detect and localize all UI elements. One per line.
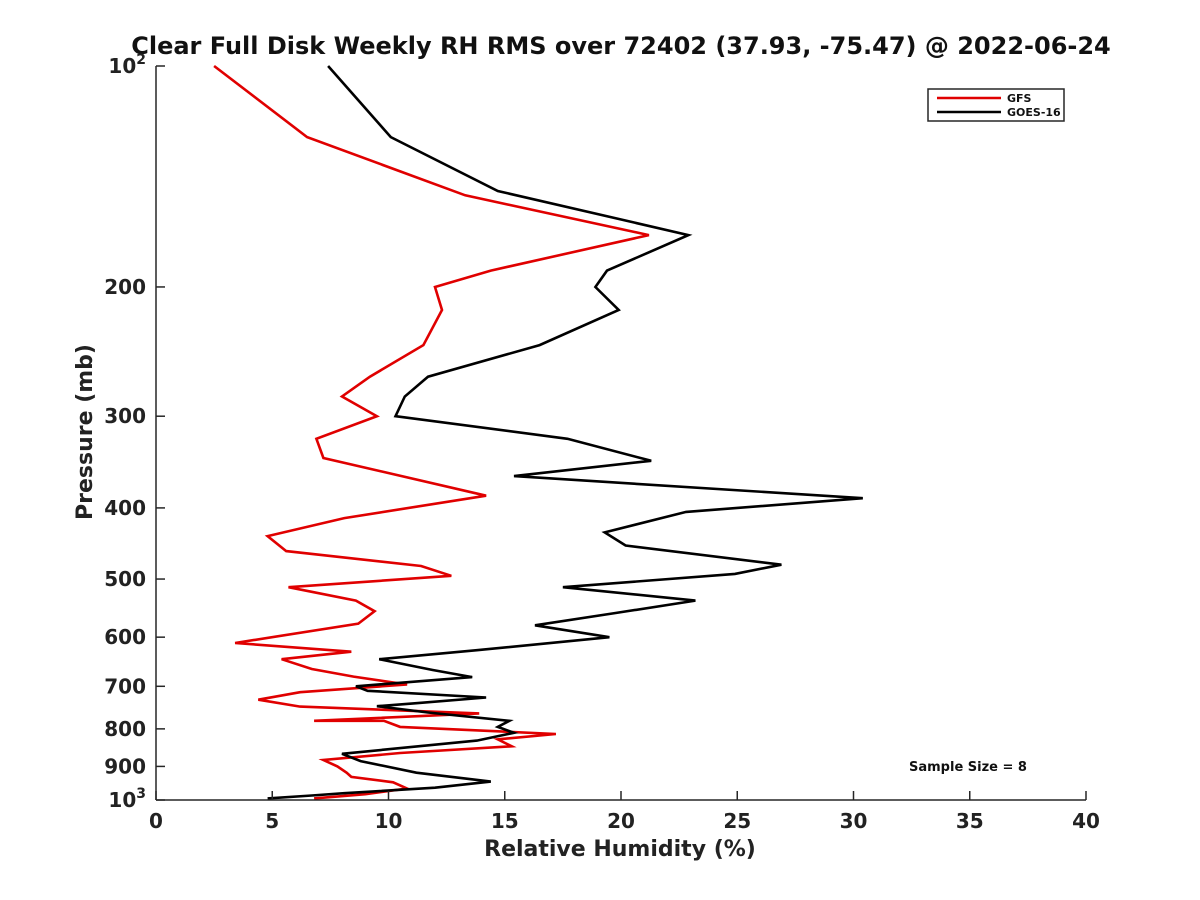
series-line-gfs xyxy=(213,64,650,800)
x-axis-label: Relative Humidity (%) xyxy=(484,837,756,862)
y-tick-label: 102 xyxy=(108,52,146,78)
y-tick-label: 600 xyxy=(104,625,146,649)
y-tick-label: 400 xyxy=(104,496,146,520)
x-tick-label: 30 xyxy=(840,809,868,833)
y-tick-label: 300 xyxy=(104,404,146,428)
y-tick-label: 900 xyxy=(104,754,146,778)
axes-layer: 0 5 10 15 20 25 30 35 40 102 200 300 400 500 600 700 800… xyxy=(104,52,1100,833)
x-tick-label: 5 xyxy=(265,809,279,833)
y-tick-label: 200 xyxy=(104,275,146,299)
chart-title: Clear Full Disk Weekly RH RMS over 72402… xyxy=(131,32,1111,60)
legend-box xyxy=(927,88,1065,122)
legend-label-gfs: GFS xyxy=(1007,92,1032,105)
x-tick-label: 15 xyxy=(491,809,519,833)
plot-area xyxy=(156,66,1086,800)
series-line-goes-16 xyxy=(267,65,863,800)
x-tick-label: 25 xyxy=(723,809,751,833)
x-tick-label: 0 xyxy=(149,809,163,833)
x-tick-label: 35 xyxy=(956,809,984,833)
plot-background xyxy=(156,66,1086,800)
sample-size-annotation: Sample Size = 8 xyxy=(909,760,1027,775)
x-tick-label: 20 xyxy=(607,809,635,833)
y-axis-label: Pressure (mb) xyxy=(73,344,98,520)
x-tick-label: 40 xyxy=(1072,809,1100,833)
series-layer xyxy=(213,64,863,800)
x-tick-label: 10 xyxy=(375,809,403,833)
legend-label-goes-16: GOES-16 xyxy=(1007,106,1061,119)
y-tick-label: 500 xyxy=(104,567,146,591)
y-tick-label: 103 xyxy=(108,786,146,812)
y-tick-label: 700 xyxy=(104,674,146,698)
y-tick-label: 800 xyxy=(104,717,146,741)
